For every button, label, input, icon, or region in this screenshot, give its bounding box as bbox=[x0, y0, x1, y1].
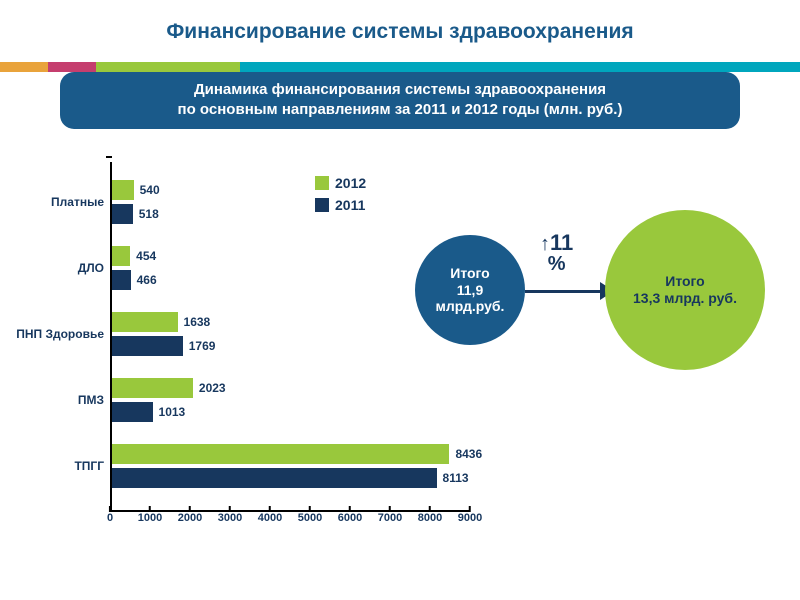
category-label: Платные bbox=[51, 195, 112, 209]
growth-unit: % bbox=[540, 254, 573, 274]
bar-2011 bbox=[112, 336, 183, 356]
x-tick: 2000 bbox=[178, 512, 202, 524]
accent-bar bbox=[0, 62, 800, 72]
x-axis-ticks: 0100020003000400050006000700080009000 bbox=[110, 512, 470, 542]
bar-value-label: 1013 bbox=[159, 405, 186, 419]
subtitle-line-1: Динамика финансирования системы здравоох… bbox=[74, 80, 726, 100]
x-tick: 3000 bbox=[218, 512, 242, 524]
total-2011-value: 11,9 bbox=[457, 282, 483, 298]
x-tick: 1000 bbox=[138, 512, 162, 524]
bar-2012 bbox=[112, 246, 130, 266]
total-2012-value: 13,3 млрд. руб. bbox=[633, 290, 737, 306]
total-2011-title: Итого bbox=[450, 265, 489, 281]
arrow-line-icon bbox=[525, 290, 605, 293]
bar-value-label: 518 bbox=[139, 207, 159, 221]
bar-value-label: 2023 bbox=[199, 381, 226, 395]
x-tick: 6000 bbox=[338, 512, 362, 524]
growth-value: 11 bbox=[550, 230, 573, 255]
subtitle-box: Динамика финансирования системы здравоох… bbox=[60, 72, 740, 129]
bar-2011 bbox=[112, 402, 153, 422]
slide: Финансирование системы здравоохранения Д… bbox=[0, 0, 800, 600]
subtitle-line-2: по основным направлениям за 2011 и 2012 … bbox=[74, 100, 726, 120]
bar-value-label: 1638 bbox=[184, 315, 211, 329]
bar-2012 bbox=[112, 312, 178, 332]
total-2011-unit: млрд.руб. bbox=[436, 298, 505, 314]
category-label: ДЛО bbox=[78, 261, 112, 275]
category-label: ПМЗ bbox=[78, 393, 112, 407]
bar-value-label: 454 bbox=[136, 249, 156, 263]
bar-2012 bbox=[112, 378, 193, 398]
bar-value-label: 8113 bbox=[443, 471, 469, 485]
x-tick: 4000 bbox=[258, 512, 282, 524]
bar-2011 bbox=[112, 204, 133, 224]
bar-value-label: 540 bbox=[140, 183, 160, 197]
category-label: ПНП Здоровье bbox=[16, 327, 112, 341]
x-tick: 7000 bbox=[378, 512, 402, 524]
x-tick: 0 bbox=[107, 512, 113, 524]
growth-label: ↑11 % bbox=[540, 232, 573, 274]
x-tick: 5000 bbox=[298, 512, 322, 524]
total-2012-circle: Итого 13,3 млрд. руб. bbox=[605, 210, 765, 370]
bar-2012 bbox=[112, 180, 134, 200]
x-tick: 8000 bbox=[418, 512, 442, 524]
bar-value-label: 466 bbox=[137, 273, 157, 287]
bar-value-label: 8436 bbox=[455, 447, 482, 461]
bar-2011 bbox=[112, 468, 437, 488]
bar-2012 bbox=[112, 444, 449, 464]
bar-value-label: 1769 bbox=[189, 339, 216, 353]
totals-infographic: Итого 11,9 млрд.руб. ↑11 % Итого 13,3 мл… bbox=[395, 210, 785, 410]
bar-2011 bbox=[112, 270, 131, 290]
total-2011-circle: Итого 11,9 млрд.руб. bbox=[415, 235, 525, 345]
page-title: Финансирование системы здравоохранения bbox=[0, 0, 800, 44]
total-2012-title: Итого bbox=[665, 273, 704, 289]
category-label: ТПГГ bbox=[74, 459, 112, 473]
x-tick: 9000 bbox=[458, 512, 482, 524]
arrow-up-icon: ↑ bbox=[540, 233, 550, 255]
